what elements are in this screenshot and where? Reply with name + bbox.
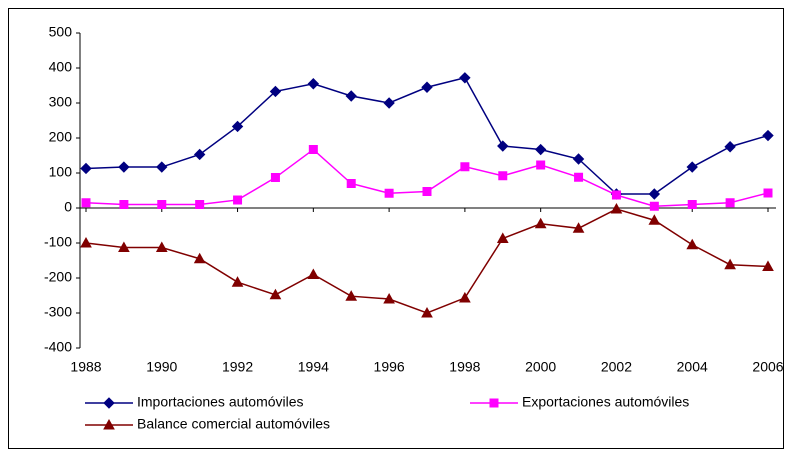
x-tick-label: 1988 xyxy=(70,359,101,375)
data-point xyxy=(346,179,356,188)
data-point xyxy=(193,148,206,161)
data-point xyxy=(724,258,736,270)
legend-label: Importaciones automóviles xyxy=(137,394,304,410)
data-point xyxy=(119,200,129,209)
data-point xyxy=(762,129,774,142)
data-point xyxy=(648,214,661,225)
y-tick-label: 0 xyxy=(64,199,72,215)
data-point xyxy=(118,161,130,173)
data-point xyxy=(81,198,91,208)
x-tick-label: 1998 xyxy=(449,359,480,375)
data-point xyxy=(157,200,167,209)
x-tick-label: 2002 xyxy=(601,359,632,375)
data-point xyxy=(269,85,282,98)
legend-marker xyxy=(103,418,115,430)
x-tick-label: 2000 xyxy=(525,359,556,375)
data-point xyxy=(649,201,659,211)
y-tick-label: 100 xyxy=(49,164,73,180)
data-point xyxy=(307,268,320,279)
series-line xyxy=(85,208,769,314)
data-point xyxy=(118,241,130,253)
data-point xyxy=(762,260,774,271)
data-point xyxy=(345,290,358,301)
data-point xyxy=(233,195,243,205)
data-point xyxy=(80,162,92,175)
data-point xyxy=(687,200,697,209)
y-tick-label: 200 xyxy=(49,129,73,145)
x-tick-label: 1994 xyxy=(298,359,329,375)
data-point xyxy=(611,190,621,200)
data-point xyxy=(345,90,357,102)
data-point xyxy=(195,200,205,209)
data-point xyxy=(231,120,244,133)
data-point xyxy=(574,172,584,182)
legend-marker xyxy=(103,397,115,409)
data-point xyxy=(383,97,395,109)
data-point xyxy=(763,188,773,198)
data-point xyxy=(536,160,546,170)
data-point xyxy=(270,173,280,183)
data-point xyxy=(725,198,735,208)
chart-frame xyxy=(8,8,784,449)
data-point xyxy=(572,153,585,165)
legend-marker xyxy=(489,398,499,408)
data-point xyxy=(459,72,471,84)
data-point xyxy=(422,187,432,197)
data-point xyxy=(724,141,736,153)
y-tick-label: -100 xyxy=(44,234,72,250)
data-point xyxy=(686,238,699,250)
data-point xyxy=(534,143,547,156)
x-tick-label: 2004 xyxy=(677,359,708,375)
y-tick-label: -200 xyxy=(44,269,72,285)
data-point xyxy=(496,232,509,243)
y-tick-label: 500 xyxy=(49,24,73,40)
data-point xyxy=(610,203,623,214)
data-point xyxy=(308,145,318,155)
data-point xyxy=(459,291,471,303)
data-point xyxy=(421,81,433,93)
x-tick-label: 2006 xyxy=(752,359,783,375)
data-point xyxy=(534,217,547,229)
legend-label: Balance comercial automóviles xyxy=(137,416,330,432)
data-point xyxy=(686,161,698,173)
data-point xyxy=(421,306,433,318)
x-tick-label: 1992 xyxy=(222,359,253,375)
data-point xyxy=(383,292,395,304)
data-point xyxy=(80,236,92,248)
data-point xyxy=(156,161,168,173)
data-point xyxy=(572,222,585,233)
data-point xyxy=(231,276,244,287)
data-point xyxy=(498,171,508,181)
y-tick-label: -400 xyxy=(44,339,72,355)
data-point xyxy=(307,78,320,90)
y-tick-label: -300 xyxy=(44,304,72,320)
data-point xyxy=(648,188,661,200)
data-point xyxy=(384,188,394,198)
x-tick-label: 1990 xyxy=(146,359,177,375)
series-line xyxy=(85,76,769,195)
x-tick-label: 1996 xyxy=(374,359,405,375)
data-point xyxy=(193,252,206,264)
y-tick-label: 400 xyxy=(49,59,73,75)
data-point xyxy=(155,241,168,253)
data-point xyxy=(460,162,470,172)
y-tick-label: 300 xyxy=(49,94,73,110)
legend-label: Exportaciones automóviles xyxy=(522,394,689,410)
data-point xyxy=(497,140,509,152)
data-point xyxy=(269,288,282,300)
